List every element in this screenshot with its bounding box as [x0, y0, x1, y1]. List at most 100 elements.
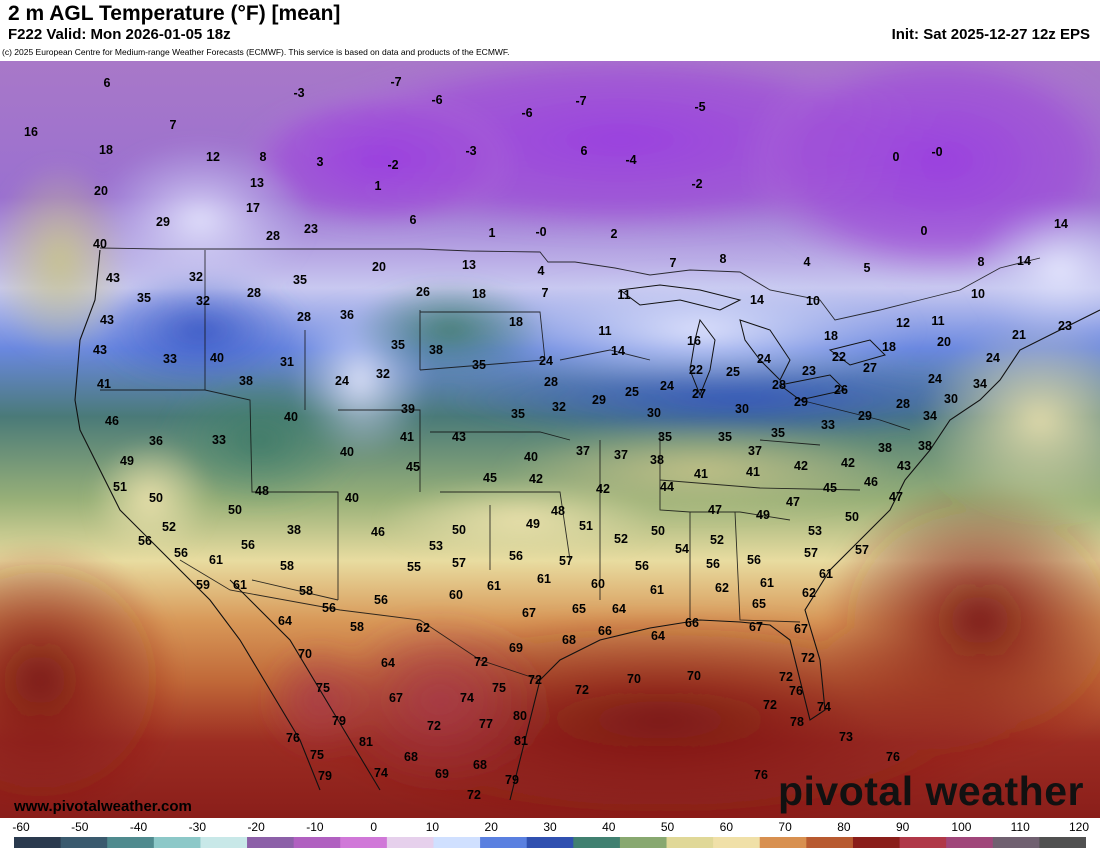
- temperature-value-label: 43: [106, 271, 120, 285]
- temperature-value-label: 38: [878, 441, 892, 455]
- temperature-value-label: 28: [266, 229, 280, 243]
- temperature-value-label: 59: [196, 578, 210, 592]
- temperature-value-label: 62: [416, 621, 430, 635]
- temperature-value-label: 53: [808, 524, 822, 538]
- temperature-value-label: 49: [120, 454, 134, 468]
- temperature-value-label: 14: [1017, 254, 1031, 268]
- temperature-value-label: 65: [752, 597, 766, 611]
- temperature-value-label: -4: [625, 153, 636, 167]
- temperature-value-label: 24: [928, 372, 942, 386]
- color-scale-tick-label: -50: [71, 820, 89, 834]
- temperature-value-label: 38: [429, 343, 443, 357]
- temperature-value-label: 35: [137, 291, 151, 305]
- temperature-shading: [0, 61, 1100, 818]
- temperature-value-label: 32: [196, 294, 210, 308]
- temperature-value-label: 5: [864, 261, 871, 275]
- temperature-value-label: 50: [452, 523, 466, 537]
- temperature-value-label: 49: [526, 517, 540, 531]
- temperature-value-label: 32: [189, 270, 203, 284]
- color-scale-segment: [806, 837, 854, 848]
- temperature-value-label: 34: [973, 377, 987, 391]
- temperature-value-label: 62: [802, 586, 816, 600]
- temperature-value-label: 76: [754, 768, 768, 782]
- color-scale-tick-label: -40: [129, 820, 148, 834]
- color-scale-tick-label: -60: [12, 820, 30, 834]
- temperature-value-label: 53: [429, 539, 443, 553]
- temperature-value-label: 56: [509, 549, 523, 563]
- color-scale-tick-label: -20: [247, 820, 265, 834]
- temperature-value-label: 38: [287, 523, 301, 537]
- temperature-value-label: 28: [247, 286, 261, 300]
- temperature-value-label: 10: [971, 287, 985, 301]
- temperature-value-label: 81: [514, 734, 528, 748]
- temperature-value-label: 52: [614, 532, 628, 546]
- temperature-value-label: 12: [896, 316, 910, 330]
- temperature-value-label: 27: [692, 387, 706, 401]
- temperature-value-label: 64: [278, 614, 292, 628]
- temperature-value-label: 35: [658, 430, 672, 444]
- temperature-value-label: 56: [635, 559, 649, 573]
- temperature-value-label: 11: [598, 324, 611, 338]
- temperature-value-label: 42: [841, 456, 855, 470]
- temperature-value-label: 18: [882, 340, 896, 354]
- temperature-value-label: 18: [472, 287, 486, 301]
- temperature-value-label: 42: [529, 472, 543, 486]
- temperature-value-label: 14: [750, 293, 764, 307]
- temperature-value-label: 58: [280, 559, 294, 573]
- temperature-value-label: 75: [492, 681, 506, 695]
- temperature-value-label: 14: [611, 344, 625, 358]
- color-scale-tick-label: 110: [1010, 820, 1030, 834]
- temperature-value-label: 56: [241, 538, 255, 552]
- temperature-value-label: 6: [104, 76, 111, 90]
- temperature-value-label: 10: [806, 294, 820, 308]
- valid-time-label: F222 Valid: Mon 2026-01-05 18z: [8, 26, 231, 43]
- temperature-value-label: 72: [474, 655, 488, 669]
- temperature-value-label: 64: [381, 656, 395, 670]
- temperature-value-label: 60: [449, 588, 463, 602]
- temperature-value-label: 66: [598, 624, 612, 638]
- temperature-value-label: 42: [794, 459, 808, 473]
- temperature-value-label: 20: [94, 184, 108, 198]
- color-scale-segment: [153, 837, 201, 848]
- temperature-value-label: 49: [756, 508, 770, 522]
- temperature-value-label: 68: [404, 750, 418, 764]
- temperature-value-label: 7: [542, 286, 549, 300]
- color-scale-tick-label: 120: [1068, 820, 1090, 834]
- temperature-value-label: 18: [824, 329, 838, 343]
- temperature-value-label: 29: [592, 393, 606, 407]
- temperature-value-label: 32: [552, 400, 566, 414]
- temperature-value-label: 56: [138, 534, 152, 548]
- temperature-value-label: 79: [505, 773, 519, 787]
- temperature-value-label: 78: [790, 715, 804, 729]
- color-scale-tick-label: -10: [306, 820, 324, 834]
- site-url-watermark: www.pivotalweather.com: [14, 798, 192, 815]
- temperature-value-label: 11: [931, 314, 944, 328]
- color-scale-tick-label: 70: [778, 820, 792, 834]
- temperature-value-label: 47: [708, 503, 722, 517]
- temperature-value-label: 72: [427, 719, 441, 733]
- coastlines: [74, 249, 1100, 801]
- temperature-value-label: 30: [647, 406, 661, 420]
- temperature-value-label: 58: [350, 620, 364, 634]
- temperature-value-label: 76: [789, 684, 803, 698]
- temperature-value-label: 4: [804, 255, 811, 269]
- temperature-value-label: 20: [372, 260, 386, 274]
- temperature-value-label: 75: [316, 681, 330, 695]
- temperature-value-label: 76: [286, 731, 300, 745]
- temperature-value-label: 35: [771, 426, 785, 440]
- temperature-value-label: 70: [298, 647, 312, 661]
- temperature-value-label: 22: [832, 350, 846, 364]
- temperature-value-label: 35: [511, 407, 525, 421]
- temperature-value-label: 40: [93, 237, 107, 251]
- temperature-value-label: 1: [375, 179, 382, 193]
- temperature-value-label: 1: [489, 226, 496, 240]
- temperature-value-label: 30: [944, 392, 958, 406]
- temperature-value-label: 70: [687, 669, 701, 683]
- temperature-value-label: 23: [1058, 319, 1072, 333]
- temperature-value-label: 33: [821, 418, 835, 432]
- color-scale-segment: [14, 837, 62, 848]
- temperature-value-label: 51: [113, 480, 127, 494]
- temperature-value-label: 37: [614, 448, 628, 462]
